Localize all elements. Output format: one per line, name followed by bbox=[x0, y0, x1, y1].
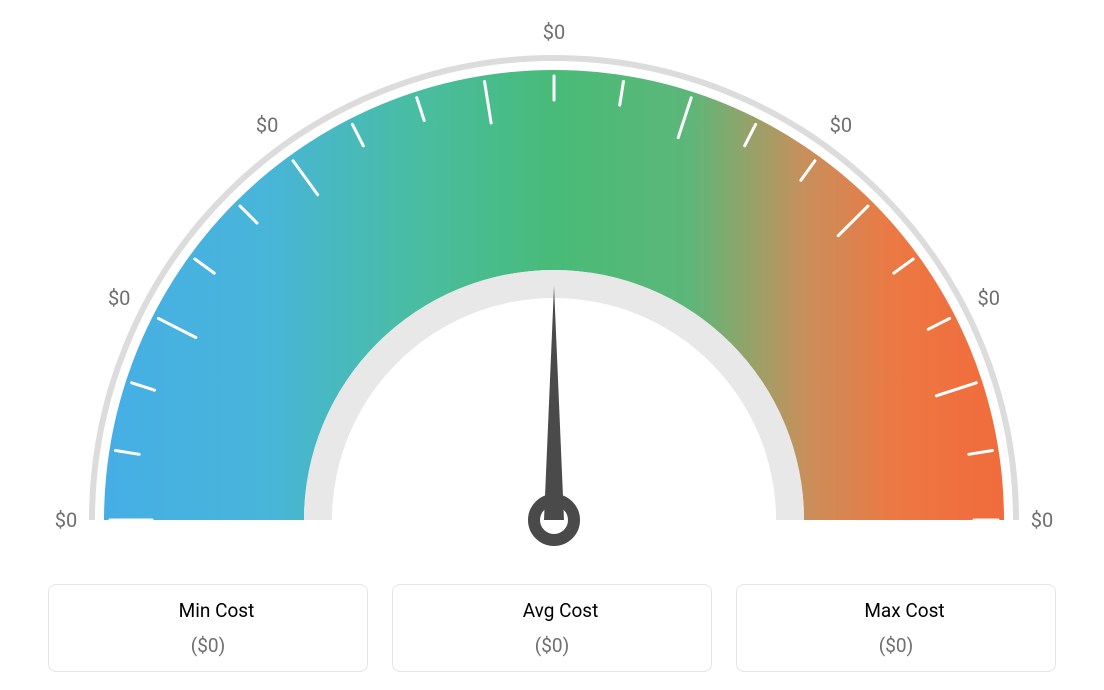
legend-card-max: Max Cost ($0) bbox=[736, 584, 1056, 672]
legend-dot-min bbox=[162, 606, 171, 615]
legend-value-avg: ($0) bbox=[403, 634, 701, 657]
legend-title-min: Min Cost bbox=[162, 599, 255, 622]
legend-value-min: ($0) bbox=[59, 634, 357, 657]
legend-card-avg: Avg Cost ($0) bbox=[392, 584, 712, 672]
legend-label-max: Max Cost bbox=[864, 599, 944, 622]
legend-label-avg: Avg Cost bbox=[523, 599, 599, 622]
legend-value-max: ($0) bbox=[747, 634, 1045, 657]
gauge-scale-label: $0 bbox=[55, 508, 77, 532]
gauge-scale-label: $0 bbox=[108, 286, 130, 310]
gauge-scale-label: $0 bbox=[1031, 508, 1053, 532]
gauge-chart bbox=[2, 0, 1104, 560]
legend-card-min: Min Cost ($0) bbox=[48, 584, 368, 672]
legend-title-avg: Avg Cost bbox=[506, 599, 599, 622]
gauge-container: $0 $0 $0 $0 $0 $0 $0 bbox=[2, 0, 1102, 560]
gauge-scale-label: $0 bbox=[830, 113, 852, 137]
legend-row: Min Cost ($0) Avg Cost ($0) Max Cost ($0… bbox=[0, 584, 1104, 672]
legend-dot-max bbox=[847, 606, 856, 615]
legend-label-min: Min Cost bbox=[179, 599, 255, 622]
gauge-scale-label: $0 bbox=[978, 286, 1000, 310]
legend-dot-avg bbox=[506, 606, 515, 615]
gauge-scale-label: $0 bbox=[256, 113, 278, 137]
legend-title-max: Max Cost bbox=[847, 599, 944, 622]
gauge-scale-label: $0 bbox=[543, 20, 565, 44]
